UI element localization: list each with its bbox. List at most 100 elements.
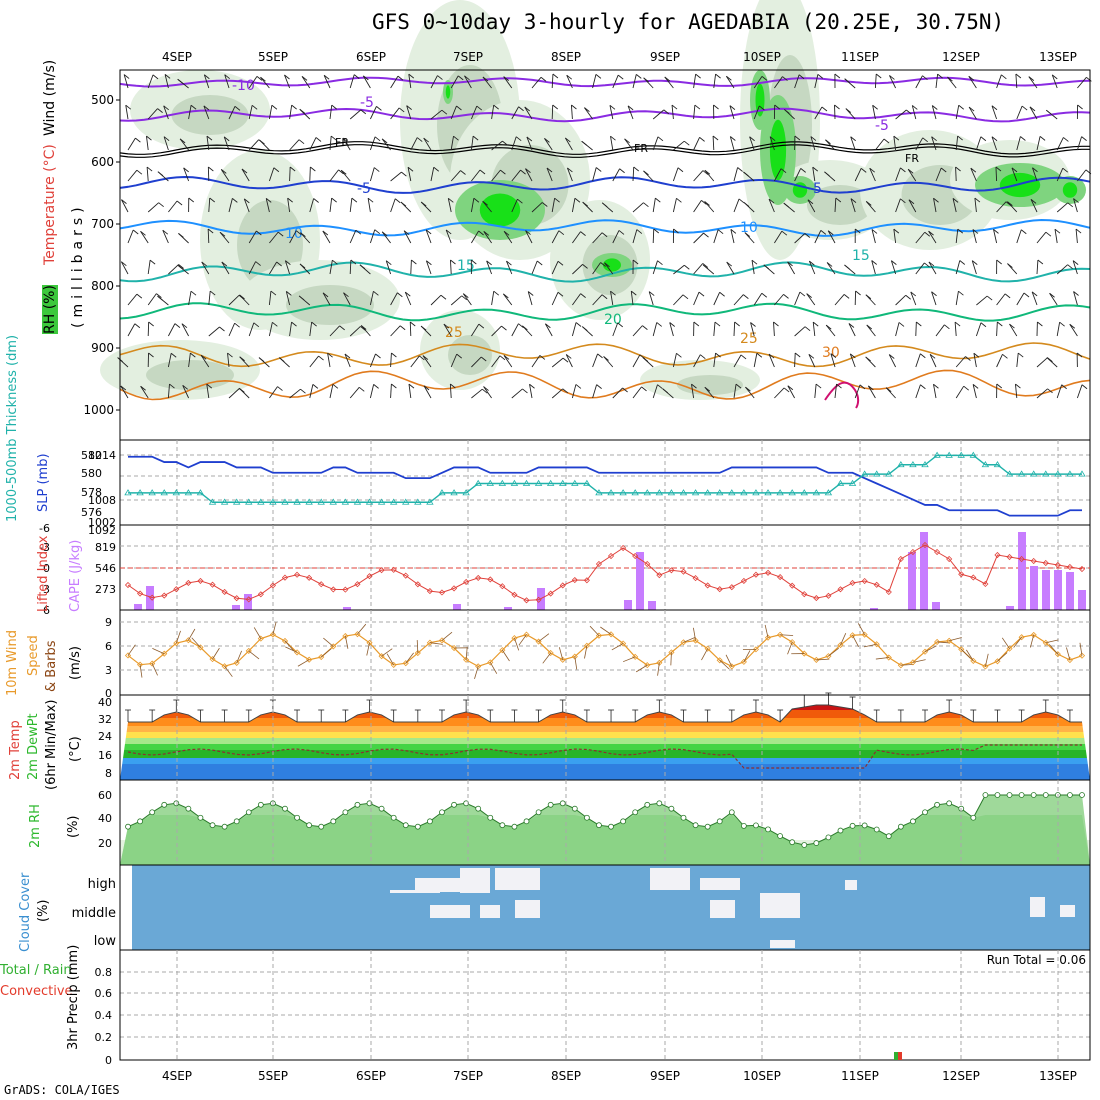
thickness-marker — [136, 489, 144, 496]
wind-barb — [693, 200, 702, 213]
wind-barb-flag — [557, 260, 564, 266]
wind-barb — [726, 261, 735, 275]
wind-barb — [993, 229, 998, 244]
wind10-barb — [474, 666, 479, 679]
wind-barb — [329, 105, 333, 120]
wind-barb-flag — [643, 77, 649, 83]
wind-barb-flag — [322, 292, 329, 298]
li-marker — [777, 574, 784, 581]
wind-barb-flag — [702, 170, 709, 175]
wind-barb — [931, 291, 937, 306]
wind-barb-flag — [526, 136, 533, 142]
cape-bar — [1078, 590, 1086, 610]
wind-barb-flag — [373, 384, 379, 389]
thickness-marker — [462, 489, 470, 496]
wind-barb-flag — [479, 169, 486, 175]
wind-barb-flag — [277, 231, 284, 237]
wind-barb-flag — [804, 233, 811, 238]
wind-barb — [991, 105, 998, 120]
wind-barb-flag — [807, 199, 814, 205]
wind-barb — [527, 291, 533, 306]
bottom-date-label: 11SEP — [841, 1069, 879, 1083]
wind-barb — [227, 353, 230, 368]
wind-barb — [183, 167, 190, 182]
wind-barb-flag — [865, 356, 871, 362]
wind-barb — [546, 167, 553, 182]
wind-barb-flag — [1011, 167, 1018, 173]
wind-barb-flag — [957, 135, 963, 141]
wind-barb-flag — [472, 135, 479, 141]
thickness-marker — [643, 489, 651, 496]
wind-barb — [390, 171, 402, 182]
wind-barb-flag — [251, 104, 258, 110]
thickness-marker — [824, 489, 833, 496]
wind-barb — [729, 105, 735, 120]
wind-barb — [450, 295, 463, 306]
wind10-barb — [912, 659, 926, 663]
wind10-marker — [547, 649, 554, 657]
wind-barb-flag — [763, 264, 770, 270]
wind-barb-flag — [227, 352, 233, 358]
wind-barb — [188, 105, 192, 120]
wind-barb-flag — [719, 291, 725, 297]
wind-barb — [445, 229, 452, 244]
wind-barb — [954, 322, 957, 337]
cape-bar — [232, 605, 240, 610]
wind-barb-flag — [408, 73, 415, 79]
wind-barb-flag — [1015, 73, 1022, 79]
wind-barb-flag — [648, 291, 655, 296]
wind-barb-flag — [121, 199, 127, 204]
wind-barb-flag — [749, 136, 755, 142]
wind-barb-flag — [933, 383, 939, 389]
isotherm-25 — [119, 342, 1091, 368]
wind-barb-flag — [276, 261, 282, 267]
wind-barb-flag — [558, 230, 565, 236]
wind-barb — [848, 323, 856, 337]
wind-barb — [652, 228, 655, 244]
wind-barb — [309, 166, 311, 182]
wind-barb — [551, 357, 564, 368]
li-marker — [946, 555, 953, 563]
rh2m-marker — [934, 801, 940, 808]
wind10-marker — [209, 656, 216, 663]
cloud-block — [430, 905, 470, 918]
temp-band — [120, 738, 1090, 744]
wind-barb — [127, 323, 136, 337]
wind-barb — [996, 201, 1007, 213]
wind-barb — [814, 106, 823, 120]
wind-barb-flag — [827, 230, 834, 236]
wind-barb-flag — [922, 137, 928, 143]
wind-barb-flag — [190, 290, 197, 296]
wind-barb — [551, 388, 564, 399]
wind-barb-flag — [624, 138, 630, 144]
wind-barb-flag — [669, 322, 675, 327]
wind-barb — [1056, 322, 1061, 337]
wind-barb — [349, 109, 362, 120]
top-date-label: 13SEP — [1039, 50, 1077, 64]
li-marker — [1006, 553, 1013, 561]
freezing-level-2 — [119, 144, 1090, 158]
wind-barb — [991, 136, 998, 151]
wind-barb-flag — [1076, 352, 1083, 358]
wind-barb — [127, 229, 134, 244]
wind-barb-flag — [178, 233, 184, 238]
wind-barb — [970, 167, 977, 182]
wind-barb-flag — [163, 136, 170, 142]
wind10-marker — [861, 631, 868, 638]
wind-barb-flag — [656, 322, 663, 327]
cloud-block — [710, 900, 735, 918]
wind-barb-flag — [567, 167, 573, 173]
wind-barb — [203, 105, 210, 120]
wind-barb — [309, 322, 313, 337]
rh2m-marker — [632, 809, 639, 816]
wind-barb — [329, 136, 332, 151]
thickness-marker — [172, 489, 181, 496]
wind-barb-flag — [815, 383, 822, 389]
wind-barb-flag — [1031, 291, 1038, 297]
wind-barb-flag — [619, 168, 625, 174]
wind-barb-flag — [850, 353, 856, 359]
wind-barb — [188, 353, 191, 368]
wind-barb — [975, 322, 982, 337]
wind-barb-flag — [584, 107, 590, 113]
wind-barb — [450, 259, 452, 275]
